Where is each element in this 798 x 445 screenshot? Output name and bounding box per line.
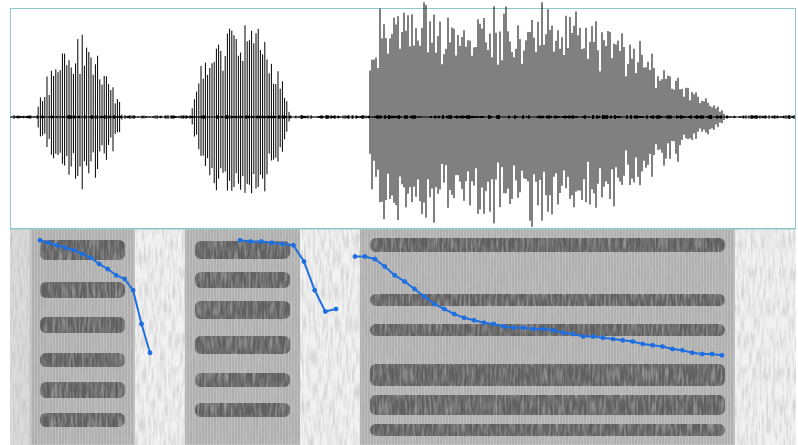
pitch-point — [402, 279, 407, 284]
pitch-point — [105, 266, 111, 272]
pitch-point — [147, 350, 153, 356]
pitch-point — [541, 326, 546, 332]
pitch-point — [521, 325, 527, 331]
pitch-point — [301, 259, 307, 264]
pitch-point — [280, 241, 286, 247]
waveform-frame — [10, 8, 796, 229]
pitch-point — [580, 334, 586, 339]
pitch-point — [431, 301, 437, 307]
pitch-point — [130, 287, 136, 293]
pitch-point — [471, 317, 477, 323]
pitch-point — [113, 272, 119, 278]
pitch-point — [630, 339, 636, 344]
pitch-point — [679, 347, 685, 353]
pitch-point — [79, 251, 85, 257]
pitch-point — [620, 337, 626, 343]
pitch-point — [269, 240, 275, 246]
pitch-point — [139, 321, 144, 327]
pitch-point — [550, 327, 556, 333]
waveform-trace — [10, 2, 795, 227]
pitch-point — [237, 237, 243, 243]
pitch-point — [392, 272, 398, 278]
pitch-point — [709, 351, 715, 357]
pitch-point — [382, 264, 388, 269]
pitch-point — [699, 351, 705, 357]
pitch-point — [62, 245, 68, 251]
pitch-point — [491, 321, 497, 327]
pitch-point — [248, 239, 254, 244]
pitch-point — [610, 336, 616, 342]
pitch-point — [88, 255, 94, 261]
pitch-point — [660, 344, 665, 349]
spectrogram-panel[interactable] — [10, 228, 796, 445]
pitch-point — [412, 286, 417, 292]
pitch-point — [461, 315, 467, 321]
pitch-contour — [239, 239, 337, 313]
pitch-point — [719, 352, 725, 358]
pitch-point — [441, 306, 447, 312]
pitch-point — [689, 350, 695, 356]
pitch-point — [372, 256, 378, 262]
pitch-point — [54, 242, 60, 248]
spectrogram-texture — [10, 229, 796, 445]
pitch-point — [290, 242, 296, 248]
pitch-point — [352, 254, 358, 259]
pitch-point — [258, 239, 264, 244]
pitch-point — [322, 309, 328, 314]
pitch-point — [37, 237, 43, 243]
pitch-point — [333, 306, 339, 312]
waveform-panel[interactable] — [10, 2, 796, 229]
pitch-point — [600, 335, 606, 341]
pitch-point — [122, 276, 128, 282]
pitch-point — [46, 240, 51, 246]
pitch-point — [560, 330, 566, 336]
pitch-point — [511, 325, 517, 331]
pitch-point — [640, 341, 646, 347]
waveform-samples — [10, 2, 795, 227]
pitch-point — [96, 261, 102, 267]
pitch-point — [481, 320, 487, 326]
pitch-point — [570, 331, 576, 337]
pitch-point — [362, 254, 368, 259]
pitch-point — [531, 326, 536, 332]
pitch-point — [670, 346, 675, 352]
pitch-point — [451, 311, 457, 317]
pitch-point — [71, 247, 77, 253]
pitch-point — [422, 294, 427, 299]
pitch-point — [501, 324, 507, 329]
pitch-point — [590, 334, 596, 339]
pitch-point — [650, 342, 655, 348]
pitch-track — [37, 237, 725, 358]
pitch-point — [312, 287, 318, 293]
